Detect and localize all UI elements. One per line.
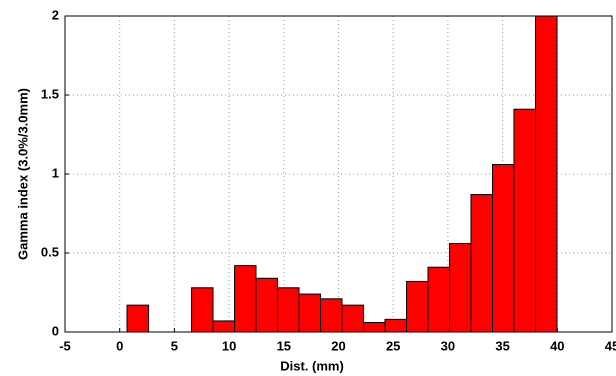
- y-tick-label: 0: [52, 323, 59, 338]
- bar: [449, 243, 472, 333]
- y-tick-label: 2: [52, 7, 59, 22]
- bar: [277, 287, 300, 333]
- bar: [470, 194, 494, 333]
- bar: [212, 320, 236, 333]
- bar: [363, 322, 386, 333]
- bar: [255, 277, 279, 333]
- bar: [384, 318, 408, 333]
- x-tick-label: 10: [222, 338, 236, 353]
- bar: [320, 298, 343, 333]
- x-tick-label: 5: [171, 338, 178, 353]
- x-axis-label: Dist. (mm): [280, 358, 344, 373]
- bar: [492, 164, 515, 333]
- y-tick-label: 0.5: [41, 244, 59, 259]
- y-tick-label: 1: [52, 165, 59, 180]
- bar: [341, 304, 365, 333]
- x-tick-label: 25: [386, 338, 400, 353]
- x-tick-label: 40: [550, 338, 564, 353]
- bar: [513, 108, 537, 333]
- x-tick-label: 35: [495, 338, 509, 353]
- bar: [234, 265, 257, 333]
- bar: [126, 304, 150, 333]
- x-tick-label: 0: [116, 338, 123, 353]
- y-tick-label: 1.5: [41, 86, 59, 101]
- x-tick-label: 15: [277, 338, 291, 353]
- bar: [535, 15, 558, 333]
- bar: [406, 280, 429, 333]
- plot-frame: [64, 15, 613, 333]
- y-axis-label: Gamma index (3.0%/3.0mm): [15, 88, 30, 260]
- x-tick-label: -5: [59, 338, 71, 353]
- x-tick-label: 20: [331, 338, 345, 353]
- bar: [191, 287, 214, 333]
- x-tick-label: 45: [605, 338, 616, 353]
- x-tick-label: 30: [441, 338, 455, 353]
- bar: [427, 266, 451, 333]
- bar: [298, 293, 322, 333]
